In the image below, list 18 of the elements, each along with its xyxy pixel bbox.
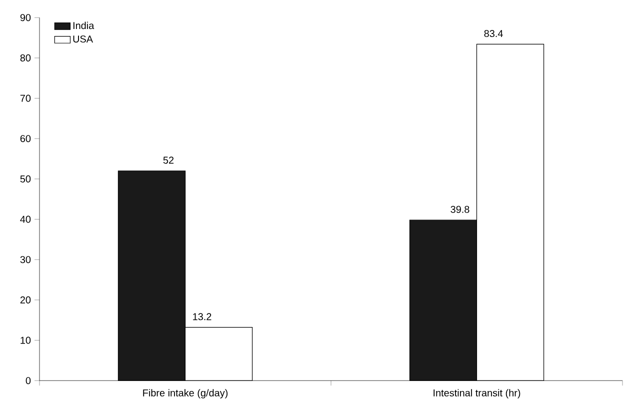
legend-label: India (73, 22, 94, 30)
y-tick-label: 50 (20, 175, 31, 182)
y-tick-label: 70 (20, 94, 31, 102)
data-label: 83.4 (484, 30, 503, 38)
legend-label: USA (73, 35, 93, 43)
y-tick-label: 90 (20, 14, 31, 22)
x-tick-label: Intestinal transit (hr) (434, 389, 520, 398)
y-tick-label: 30 (20, 256, 31, 264)
y-tick-label: 60 (20, 135, 31, 142)
data-label: 13.2 (193, 313, 212, 320)
data-label: 39.8 (450, 206, 470, 213)
y-tick-label: 20 (20, 296, 31, 304)
y-tick-label: 80 (20, 54, 31, 62)
data-label: 52 (163, 156, 174, 164)
x-tick-label: Fibre intake (g/day) (143, 389, 228, 398)
y-tick-label: 0 (26, 377, 31, 384)
y-tick-label: 40 (20, 216, 31, 223)
y-tick-label: 10 (20, 336, 31, 344)
